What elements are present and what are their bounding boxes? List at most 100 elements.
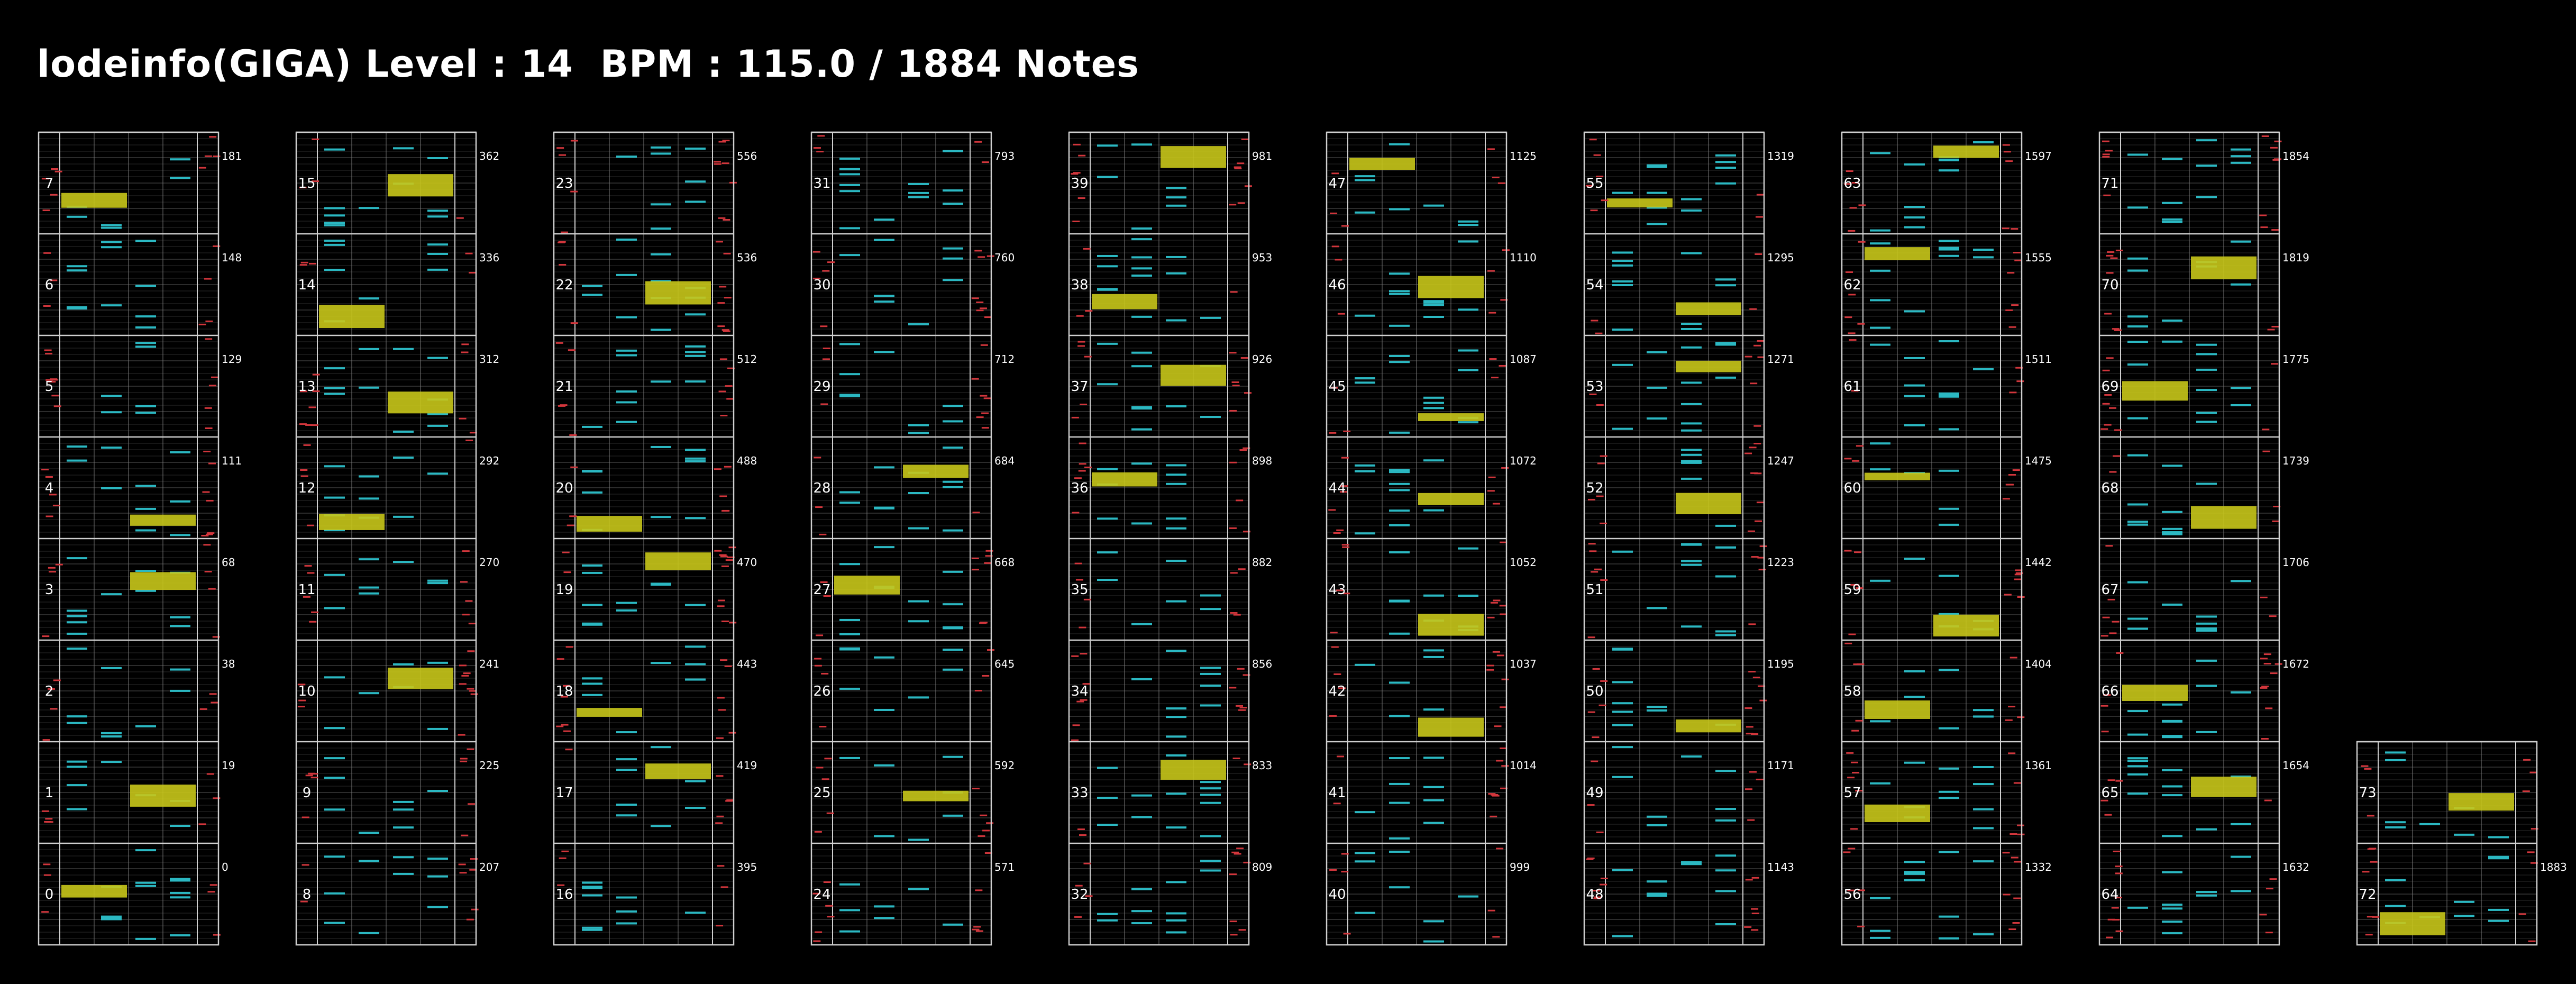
bt-note — [324, 148, 345, 151]
bt-note — [908, 323, 929, 326]
laser-segment — [1230, 612, 1238, 614]
bt-note — [101, 487, 122, 489]
bt-note — [2162, 735, 2182, 737]
fx-note — [2191, 777, 2257, 797]
bt-note — [359, 558, 379, 561]
bt-note — [616, 349, 637, 352]
laser-segment — [821, 672, 829, 675]
bt-note — [2127, 454, 2148, 457]
laser-segment — [718, 141, 726, 143]
laser-segment — [458, 863, 466, 865]
bt-note — [324, 496, 345, 499]
laser-segment — [715, 822, 723, 824]
laser-segment — [299, 390, 307, 393]
laser-segment — [1755, 216, 1763, 218]
bt-note — [2162, 320, 2182, 322]
bt-note — [1355, 912, 1375, 914]
laser-segment — [49, 494, 57, 496]
laser-segment — [1330, 632, 1338, 634]
bt-note — [651, 445, 671, 448]
bt-note — [1355, 532, 1375, 535]
laser-segment — [54, 170, 62, 172]
bar-measure — [2099, 842, 2279, 945]
bt-note — [1870, 326, 1890, 329]
bar-measure — [1327, 741, 1509, 843]
bt-note — [1612, 648, 1633, 651]
bt-note — [2385, 759, 2406, 761]
bar-number: 21 — [555, 379, 573, 395]
laser-segment — [813, 277, 821, 279]
bt-note — [2488, 908, 2509, 911]
fx-note — [130, 514, 196, 526]
laser-segment — [1491, 794, 1499, 796]
bt-note — [324, 387, 345, 389]
laser-segment — [1594, 568, 1602, 570]
laser-segment — [311, 611, 319, 613]
laser-segment — [1850, 828, 1858, 830]
bt-note — [582, 926, 602, 929]
laser-segment — [721, 621, 729, 623]
laser-segment — [2116, 652, 2124, 654]
bar-measure — [296, 741, 476, 843]
bt-note — [1681, 755, 1702, 758]
laser-segment — [2014, 578, 2022, 580]
bt-note — [135, 937, 156, 940]
laser-segment — [2016, 824, 2024, 826]
bar-number: 11 — [298, 582, 315, 598]
bt-note — [685, 912, 706, 914]
bt-note — [67, 265, 87, 268]
bar-number: 67 — [2101, 582, 2118, 598]
laser-segment — [1748, 530, 1756, 532]
bar-measure — [554, 842, 734, 945]
fx-note — [388, 174, 453, 197]
laser-segment — [1487, 909, 1495, 912]
bar-measure — [811, 131, 991, 234]
laser-segment — [1329, 869, 1337, 871]
bt-note — [135, 342, 156, 344]
bt-note — [1647, 880, 1667, 883]
bt-note — [839, 633, 860, 635]
bt-note — [1131, 256, 1152, 259]
laser-segment — [717, 599, 725, 602]
laser-segment — [821, 778, 829, 780]
bt-note — [1166, 204, 1186, 207]
laser-segment — [41, 469, 49, 471]
bt-note — [1870, 897, 1890, 899]
bt-note — [2196, 615, 2217, 618]
bar-number: 62 — [1843, 277, 1861, 293]
laser-segment — [1857, 323, 1865, 325]
laser-segment — [300, 475, 308, 477]
laser-segment — [2014, 259, 2022, 261]
laser-segment — [1243, 531, 1250, 533]
bt-note — [2162, 794, 2182, 797]
laser-segment — [1486, 669, 1494, 671]
bar-measure — [2357, 842, 2538, 945]
column-frame — [1068, 131, 1250, 946]
fx-note — [1092, 294, 1157, 309]
bt-note — [1612, 427, 1633, 430]
bt-note — [135, 405, 156, 407]
bar-measure — [1327, 436, 1509, 539]
note-count: 809 — [1252, 861, 1272, 873]
bt-note — [1166, 912, 1186, 915]
laser-segment — [560, 231, 568, 233]
bt-note — [135, 507, 156, 510]
bt-note — [1389, 551, 1410, 554]
bt-note — [1647, 206, 1667, 209]
laser-segment — [2110, 257, 2118, 259]
bt-note — [1939, 395, 1959, 398]
laser-segment — [812, 892, 820, 895]
bt-note — [1681, 460, 1702, 462]
note-count: 1819 — [2282, 251, 2309, 264]
bar-number: 43 — [1328, 582, 1346, 598]
bt-note — [1389, 361, 1410, 363]
bt-note — [582, 881, 602, 884]
laser-segment — [1236, 499, 1244, 502]
bt-note — [1973, 827, 1994, 830]
bt-note — [2127, 341, 2148, 343]
bt-note — [874, 351, 894, 353]
bar-number: 27 — [813, 582, 830, 598]
bt-note — [2162, 464, 2182, 467]
fx-note — [1349, 158, 1415, 170]
bt-note — [1870, 782, 1890, 785]
